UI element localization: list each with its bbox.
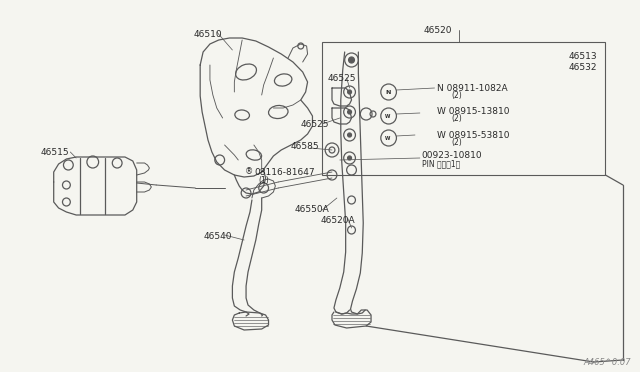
Circle shape bbox=[348, 156, 351, 160]
Text: (2): (2) bbox=[451, 114, 462, 123]
Text: 46525: 46525 bbox=[301, 120, 329, 129]
Text: 46510: 46510 bbox=[193, 30, 222, 39]
Text: A465^0.07: A465^0.07 bbox=[584, 358, 632, 367]
Text: 46520: 46520 bbox=[424, 26, 452, 35]
Text: 46515: 46515 bbox=[41, 148, 70, 157]
Text: N: N bbox=[385, 90, 390, 94]
Text: 00923-10810: 00923-10810 bbox=[422, 151, 483, 160]
Circle shape bbox=[348, 90, 351, 94]
Text: 46513: 46513 bbox=[568, 52, 597, 61]
Text: (2): (2) bbox=[451, 91, 462, 100]
Text: 46520A: 46520A bbox=[320, 216, 355, 225]
Text: 46532: 46532 bbox=[568, 63, 596, 72]
Text: W: W bbox=[385, 135, 390, 141]
Circle shape bbox=[348, 110, 351, 114]
Text: (1): (1) bbox=[259, 176, 269, 185]
Bar bbox=[322, 42, 605, 175]
Text: 46550A: 46550A bbox=[295, 205, 330, 214]
Text: (2): (2) bbox=[451, 138, 462, 147]
Text: 08116-81647: 08116-81647 bbox=[254, 168, 314, 177]
Text: 46525: 46525 bbox=[327, 74, 356, 83]
Text: N 08911-1082A: N 08911-1082A bbox=[438, 84, 508, 93]
Text: PIN ピン＜1＞: PIN ピン＜1＞ bbox=[422, 159, 460, 168]
Text: ®: ® bbox=[245, 167, 253, 176]
Circle shape bbox=[348, 133, 351, 137]
Text: W 08915-53810: W 08915-53810 bbox=[438, 131, 510, 140]
Circle shape bbox=[349, 57, 355, 63]
Text: W: W bbox=[385, 113, 390, 119]
Text: 46585: 46585 bbox=[291, 142, 319, 151]
Text: W 08915-13810: W 08915-13810 bbox=[438, 107, 510, 116]
Text: 46540: 46540 bbox=[203, 232, 232, 241]
